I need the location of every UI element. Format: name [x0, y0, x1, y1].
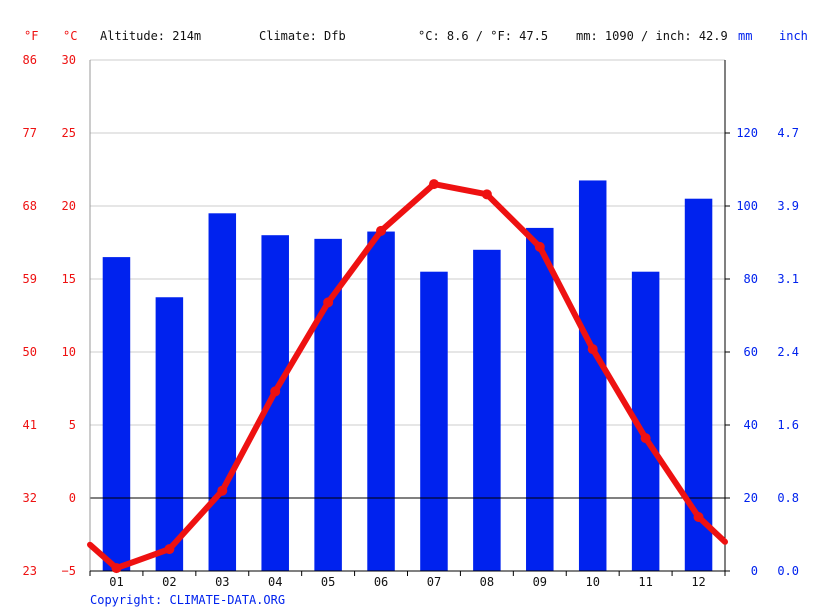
month-label: 06	[374, 575, 388, 589]
month-label: 09	[533, 575, 547, 589]
month-label: 05	[321, 575, 335, 589]
avg-temperature-label: °C: 8.6 / °F: 47.5	[418, 29, 548, 43]
temperature-point-08	[481, 189, 492, 200]
temperature-point-01	[111, 563, 122, 574]
fahrenheit-tick-label: 86	[23, 53, 37, 67]
fahrenheit-tick-label: 50	[23, 345, 37, 359]
inch-tick-label: 0.0	[777, 564, 799, 578]
month-label: 01	[109, 575, 123, 589]
unit-fahrenheit-label: °F	[24, 29, 38, 43]
precip-bar-06	[367, 231, 395, 572]
month-label: 10	[585, 575, 599, 589]
celsius-tick-label: 5	[69, 418, 76, 432]
temperature-point-04	[270, 386, 281, 397]
gridlines	[90, 59, 725, 572]
altitude-label: Altitude: 214m	[100, 29, 201, 43]
precip-bar-08	[473, 249, 501, 572]
celsius-tick-label: 25	[62, 126, 76, 140]
copyright-label: Copyright: CLIMATE-DATA.ORG	[90, 593, 285, 607]
celsius-tick-label: 10	[62, 345, 76, 359]
inch-tick-label: 0.8	[777, 491, 799, 505]
inch-tick-label: 2.4	[777, 345, 799, 359]
precip-bar-07	[420, 271, 448, 571]
precip-bar-03	[208, 213, 237, 572]
inch-tick-label: 1.6	[777, 418, 799, 432]
celsius-tick-label: 30	[62, 53, 76, 67]
month-label: 04	[268, 575, 282, 589]
fahrenheit-tick-label: 32	[23, 491, 37, 505]
fahrenheit-tick-label: 41	[23, 418, 37, 432]
inch-tick-label: 3.1	[777, 272, 799, 286]
temperature-point-12	[693, 511, 704, 522]
climate-label: Climate: Dfb	[259, 29, 346, 43]
month-label: 07	[427, 575, 441, 589]
temperature-point-02	[164, 544, 175, 555]
mm-tick-label: 120	[736, 126, 758, 140]
month-label: 08	[480, 575, 494, 589]
temperature-point-11	[640, 433, 651, 444]
precip-bar-02	[155, 297, 184, 571]
mm-tick-label: 80	[744, 272, 758, 286]
temperature-point-09	[534, 241, 545, 252]
inch-tick-label: 3.9	[777, 199, 799, 213]
precip-bar-09	[526, 227, 554, 571]
unit-inch-label: inch	[779, 29, 808, 43]
month-label: 12	[691, 575, 705, 589]
temperature-point-03	[217, 485, 228, 496]
precip-bar-04	[261, 235, 289, 571]
mm-tick-label: 40	[744, 418, 758, 432]
unit-celsius-label: °C	[63, 29, 77, 43]
fahrenheit-tick-label: 23	[23, 564, 37, 578]
mm-tick-label: 20	[744, 491, 758, 505]
temperature-point-10	[587, 344, 598, 355]
temperature-point-06	[376, 225, 387, 236]
celsius-tick-label: 0	[69, 491, 76, 505]
unit-mm-label: mm	[738, 29, 752, 43]
month-label: 11	[638, 575, 652, 589]
precipitation-total-label: mm: 1090 / inch: 42.9	[576, 29, 728, 43]
temperature-point-07	[428, 179, 439, 190]
axes	[89, 60, 730, 576]
precip-bar-10	[578, 180, 607, 571]
mm-tick-label: 0	[751, 564, 758, 578]
celsius-tick-label: 20	[62, 199, 76, 213]
mm-tick-label: 100	[736, 199, 758, 213]
temperature-series	[87, 181, 728, 572]
fahrenheit-tick-label: 77	[23, 126, 37, 140]
mm-tick-label: 60	[744, 345, 758, 359]
precip-bar-12	[684, 198, 713, 571]
tick-labels: 23 −5 32 0 41 5 50 10 59 15 68 20 77 25 86 30 0 0.0 20 0.8 4…	[23, 53, 799, 589]
inch-tick-label: 4.7	[777, 126, 799, 140]
fahrenheit-tick-label: 59	[23, 272, 37, 286]
fahrenheit-tick-label: 68	[23, 199, 37, 213]
precipitation-bars	[102, 180, 713, 572]
celsius-tick-label: 15	[62, 272, 76, 286]
month-label: 02	[162, 575, 176, 589]
precip-bar-01	[102, 257, 131, 571]
celsius-tick-label: −5	[62, 564, 76, 578]
temperature-line	[87, 179, 728, 574]
month-label: 03	[215, 575, 229, 589]
temperature-point-05	[323, 297, 334, 308]
